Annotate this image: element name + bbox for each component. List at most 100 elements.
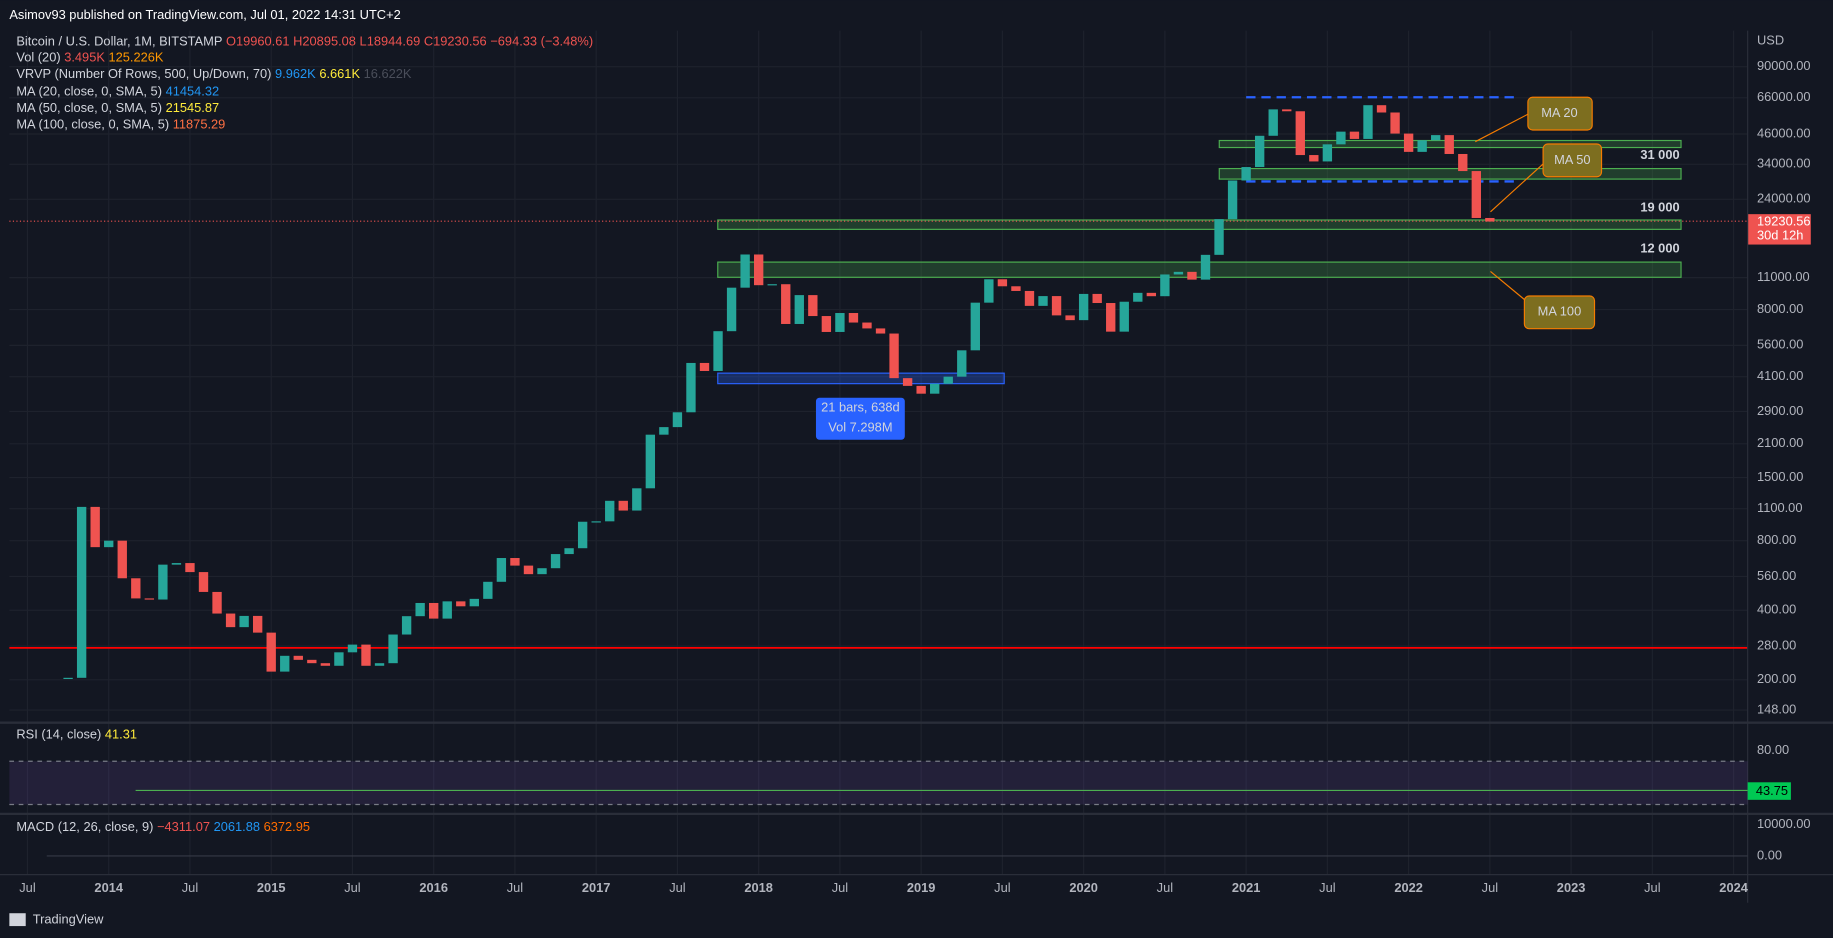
candle (699, 362, 710, 371)
symbol-line: Bitcoin / U.S. Dollar, 1M, BITSTAMP O199… (16, 34, 593, 49)
x-tick-label: Jul (182, 880, 198, 895)
candle (1322, 144, 1333, 162)
candle (63, 677, 73, 679)
candle (1078, 293, 1089, 321)
candle (1268, 109, 1278, 136)
candle (1187, 271, 1197, 280)
y-tick-label: 2900.00 (1757, 403, 1803, 418)
macd-tick: 0.00 (1757, 847, 1782, 862)
y-tick-label: 1100.00 (1757, 500, 1802, 515)
candle (76, 506, 87, 678)
candle (415, 602, 425, 617)
candle (361, 644, 371, 666)
indicator-value: 6.661K (319, 66, 360, 81)
candle (889, 333, 899, 379)
y-tick-label: 280.00 (1757, 637, 1796, 652)
measure-text: Vol 7.298M (828, 419, 892, 434)
x-tick-label: 2020 (1069, 880, 1098, 895)
candle (510, 558, 520, 566)
candle (1390, 112, 1400, 134)
candle (158, 564, 168, 600)
candle (1227, 180, 1238, 220)
x-tick-label: Jul (1319, 880, 1335, 895)
candle (943, 376, 953, 384)
candle (212, 591, 222, 614)
y-tick-label: 8000.00 (1757, 301, 1803, 316)
y-tick-label: 1500.00 (1757, 469, 1803, 484)
indicator: MA (20, close, 0, SMA, 5) 41454.32 (16, 84, 219, 99)
candle (293, 655, 303, 660)
candle (198, 572, 209, 592)
callout (1527, 96, 1593, 131)
candle (1458, 153, 1468, 172)
candle (930, 383, 940, 394)
rsi-legend: RSI (14, close) 41.31 (16, 727, 137, 742)
macd-name: MACD (12, 26, close, 9) (16, 819, 153, 834)
candle (252, 615, 263, 633)
candle (388, 634, 398, 664)
callout-line (1490, 270, 1525, 300)
y-tick-label: 148.00 (1757, 701, 1796, 716)
x-tick-label: Jul (1482, 880, 1498, 895)
candle (686, 362, 696, 413)
annotation: 31 000 (1640, 147, 1679, 162)
candle (1471, 171, 1481, 218)
candle (347, 644, 358, 653)
candle (1349, 131, 1360, 139)
candle (280, 655, 290, 672)
candle (618, 500, 628, 511)
candle (564, 548, 574, 555)
annotation: MA 50 (1554, 152, 1590, 167)
candle (496, 558, 507, 582)
candle (1106, 303, 1116, 332)
x-tick-label: 2021 (1232, 880, 1261, 895)
x-tick-label: Jul (1644, 880, 1660, 895)
candle (266, 632, 276, 672)
candle (334, 652, 344, 666)
candle (1214, 219, 1224, 255)
candle (1092, 293, 1102, 304)
callout-line (1490, 163, 1544, 213)
y-tick-label: 90000.00 (1757, 58, 1811, 73)
candle (1485, 217, 1495, 222)
candle (794, 295, 804, 324)
footer: TradingView (33, 912, 104, 927)
candle (1065, 315, 1075, 321)
y-tick-label: 2100.00 (1757, 435, 1803, 450)
candle (767, 284, 777, 286)
candle (848, 313, 859, 323)
candle (1376, 105, 1387, 113)
x-tick-label: Jul (1157, 880, 1173, 895)
candle (1173, 271, 1184, 275)
y-tick-label: 24000.00 (1757, 191, 1811, 206)
annotation: MA 20 (1541, 105, 1577, 120)
x-tick-label: Jul (832, 880, 848, 895)
candle (483, 581, 493, 599)
candle (1403, 133, 1414, 152)
symbol: Bitcoin / U.S. Dollar, 1M, BITSTAMP (16, 34, 222, 49)
x-tick-label: Jul (994, 880, 1010, 895)
candle (144, 598, 155, 600)
candle (984, 279, 994, 303)
ohlc: H20895.08 (293, 34, 356, 49)
candle (1200, 254, 1211, 280)
candle (537, 568, 547, 575)
callout (1542, 143, 1603, 178)
indicator-value: 125.226K (109, 50, 164, 65)
x-tick-label: 2023 (1557, 880, 1586, 895)
annotation: 19 000 (1640, 200, 1679, 215)
publisher: Asimov93 published on TradingView.com, J… (9, 7, 400, 22)
indicator-name: MA (100, close, 0, SMA, 5) (16, 117, 169, 132)
candle (1309, 155, 1319, 162)
candle (1038, 296, 1048, 306)
candle (726, 287, 737, 332)
candle (1024, 290, 1035, 306)
ohlc: C19230.56 (424, 34, 487, 49)
annotation: MA 100 (1538, 304, 1582, 319)
y-tick-label: 66000.00 (1757, 89, 1811, 104)
macd-legend: MACD (12, 26, close, 9) −4311.07 2061.88… (16, 819, 310, 834)
x-tick-label: Jul (344, 880, 360, 895)
y-tick-label: 200.00 (1757, 671, 1796, 686)
